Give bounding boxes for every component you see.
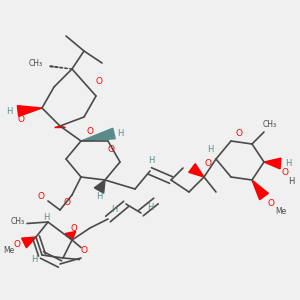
Text: H: H (288, 177, 294, 186)
Text: O: O (281, 168, 289, 177)
Polygon shape (65, 231, 76, 240)
Text: Me: Me (275, 207, 286, 216)
Text: O: O (268, 200, 275, 208)
Text: H: H (147, 202, 153, 211)
Text: H: H (111, 206, 117, 214)
Text: O: O (13, 240, 20, 249)
Text: CH₃: CH₃ (29, 58, 43, 68)
Polygon shape (264, 158, 281, 169)
Text: H: H (43, 213, 50, 222)
Text: H: H (207, 146, 213, 154)
Text: CH₃: CH₃ (11, 218, 25, 226)
Text: H: H (96, 192, 102, 201)
Text: H: H (148, 156, 155, 165)
Text: H: H (117, 129, 123, 138)
Text: O: O (235, 129, 242, 138)
Text: Me: Me (3, 246, 15, 255)
Text: O: O (205, 159, 212, 168)
Text: O: O (64, 198, 71, 207)
Polygon shape (94, 180, 105, 193)
Polygon shape (189, 164, 204, 177)
Polygon shape (17, 106, 42, 116)
Text: CH₃: CH₃ (263, 120, 277, 129)
Text: O: O (107, 146, 115, 154)
Text: O: O (86, 128, 94, 136)
Text: O: O (95, 76, 103, 85)
Text: H: H (6, 106, 12, 116)
Text: O: O (70, 224, 77, 233)
Text: O: O (37, 192, 44, 201)
Text: H: H (285, 159, 291, 168)
Text: H: H (31, 255, 38, 264)
Polygon shape (22, 237, 36, 248)
Text: O: O (80, 246, 88, 255)
Polygon shape (55, 126, 65, 128)
Polygon shape (81, 128, 115, 141)
Text: O: O (17, 116, 25, 124)
Polygon shape (252, 180, 268, 200)
